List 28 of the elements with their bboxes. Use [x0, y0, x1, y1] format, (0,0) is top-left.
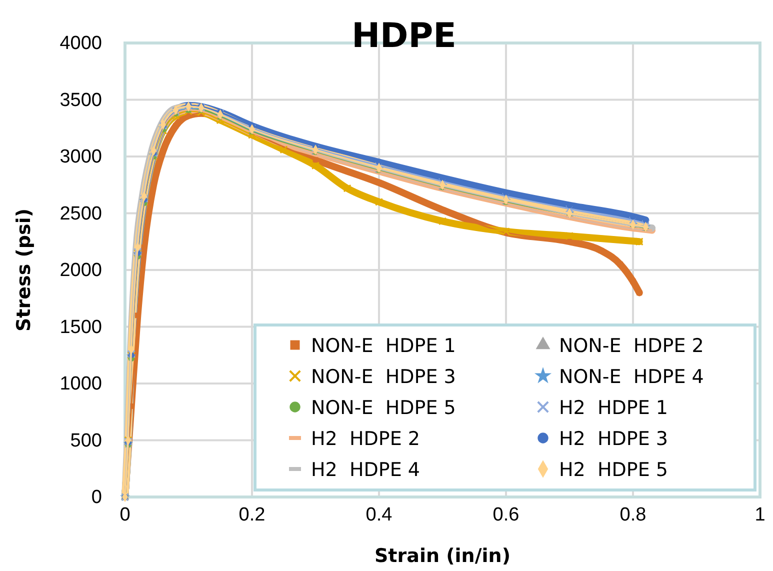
legend-label: NON-E HDPE 3	[311, 366, 456, 388]
legend-label: NON-E HDPE 2	[559, 335, 704, 357]
legend-label: NON-E HDPE 5	[311, 397, 456, 419]
y-tick-label: 3000	[60, 146, 102, 168]
chart-title: HDPE	[352, 16, 456, 56]
x-axis-title: Strain (in/in)	[374, 545, 510, 567]
legend-label: NON-E HDPE 4	[559, 366, 704, 388]
x-tick-label: 0.2	[238, 504, 266, 526]
y-tick-label: 3500	[60, 90, 102, 111]
x-tick-label: 0	[120, 504, 130, 526]
x-tick-label: 0.6	[492, 504, 520, 526]
y-tick-label: 0	[91, 487, 102, 508]
legend-label: H2 HDPE 3	[559, 428, 668, 450]
y-tick-label: 1000	[60, 374, 102, 395]
y-tick-label: 4000	[60, 33, 102, 54]
y-axis-title: Stress (psi)	[13, 208, 35, 332]
y-tick-label: 2000	[60, 260, 102, 282]
x-tick-label: 0.8	[620, 504, 646, 526]
y-tick-label: 2500	[60, 203, 102, 224]
legend-label: NON-E HDPE 1	[311, 335, 456, 357]
y-tick-label: 1500	[60, 316, 102, 338]
legend-label: H2 HDPE 5	[559, 459, 668, 481]
x-tick-label: 0.4	[366, 504, 393, 526]
x-tick-label: 1	[754, 504, 766, 526]
y-tick-label: 500	[70, 430, 102, 452]
legend-label: H2 HDPE 4	[311, 459, 420, 481]
legend-label: H2 HDPE 2	[311, 428, 420, 450]
legend-label: H2 HDPE 1	[559, 397, 668, 419]
